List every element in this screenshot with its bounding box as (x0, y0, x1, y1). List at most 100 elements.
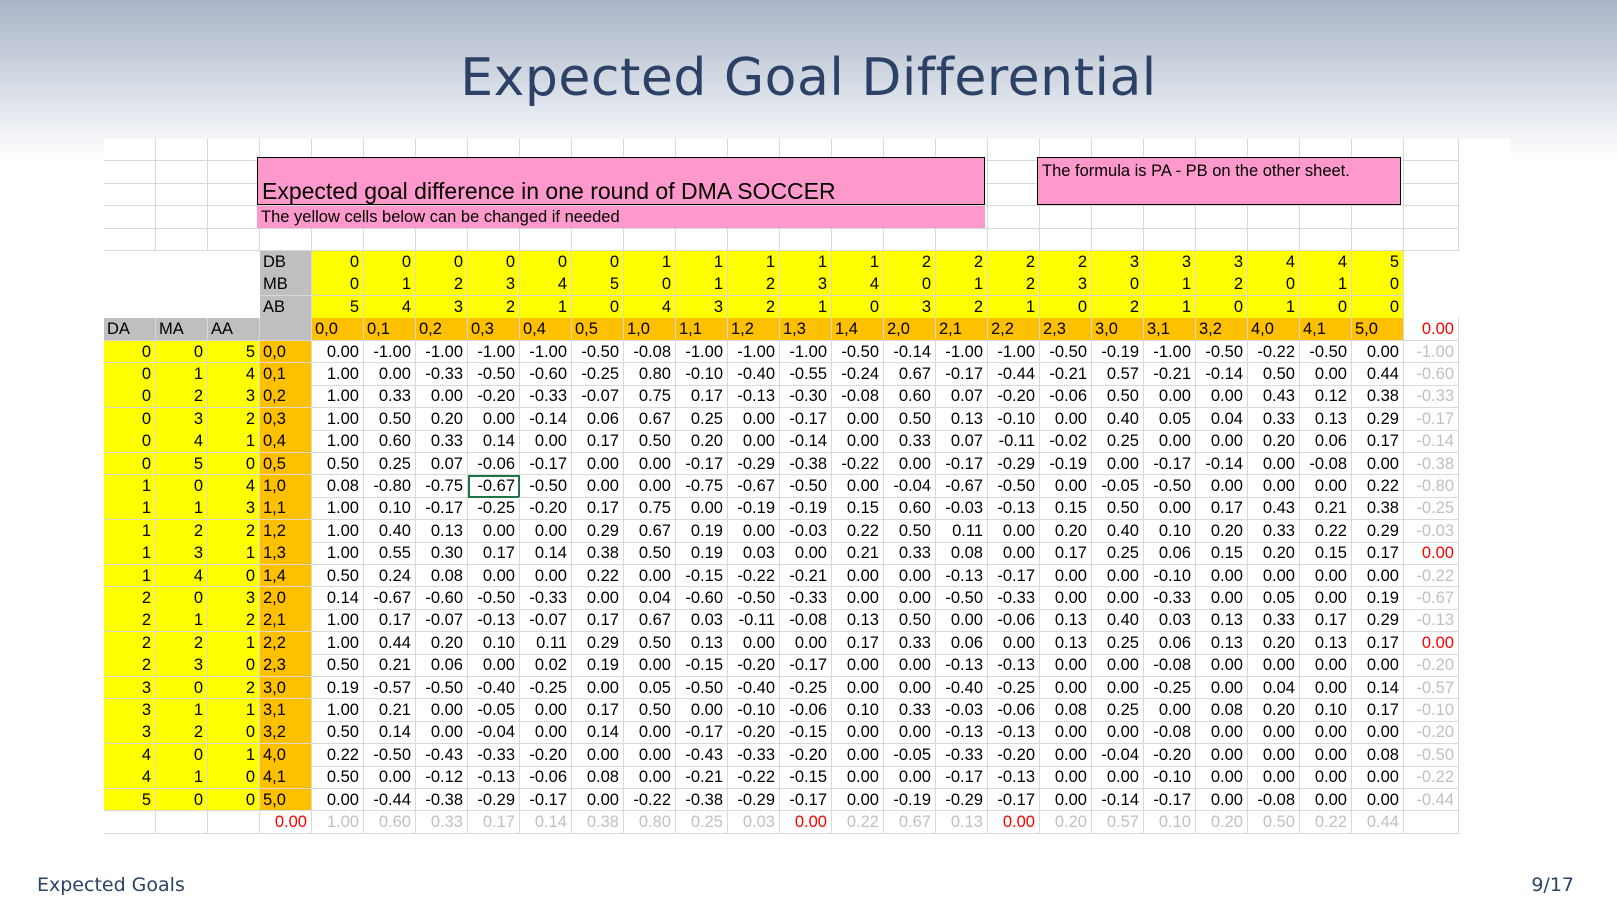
b-input-cell[interactable]: 5 (1352, 251, 1404, 274)
value-cell[interactable]: 0.06 (572, 407, 624, 431)
empty-cell[interactable] (1404, 228, 1459, 251)
a-input-cell[interactable]: 0 (104, 385, 156, 409)
value-cell[interactable]: -0.25 (520, 676, 572, 700)
value-cell[interactable]: -0.67 (468, 475, 520, 498)
b-input-cell[interactable]: 4 (364, 295, 416, 319)
value-cell[interactable]: 0.00 (572, 587, 624, 610)
empty-cell[interactable] (156, 161, 208, 184)
value-cell[interactable]: 0.50 (312, 766, 364, 790)
empty-cell[interactable] (1040, 206, 1092, 229)
value-cell[interactable]: 0.00 (1040, 788, 1092, 812)
value-cell[interactable]: 0.00 (520, 564, 572, 588)
value-cell[interactable]: -0.13 (936, 564, 988, 588)
a-input-cell[interactable]: 2 (208, 407, 260, 431)
a-input-cell[interactable]: 2 (104, 631, 156, 655)
value-cell[interactable]: 0.00 (832, 654, 884, 678)
value-cell[interactable]: -0.17 (520, 788, 572, 812)
value-cell[interactable]: 0.40 (1092, 407, 1144, 431)
value-cell[interactable]: 0.00 (1248, 452, 1300, 476)
value-cell[interactable]: 0.00 (936, 609, 988, 633)
a-input-cell[interactable]: 3 (156, 654, 208, 678)
value-cell[interactable]: 0.50 (1248, 363, 1300, 386)
value-cell[interactable]: 0.33 (1248, 609, 1300, 633)
value-cell[interactable]: 0.00 (676, 699, 728, 722)
value-cell[interactable]: 0.25 (1092, 699, 1144, 722)
value-cell[interactable]: 0.00 (884, 452, 936, 476)
b-input-cell[interactable]: 3 (780, 273, 832, 297)
value-cell[interactable]: 0.43 (1248, 385, 1300, 409)
value-cell[interactable]: -0.50 (832, 340, 884, 364)
value-cell[interactable]: 0.80 (624, 363, 676, 386)
empty-cell[interactable] (572, 228, 624, 251)
value-cell[interactable]: -0.25 (1144, 676, 1196, 700)
empty-cell[interactable] (104, 811, 156, 834)
empty-cell[interactable] (208, 206, 260, 229)
value-cell[interactable]: 0.00 (1300, 676, 1352, 700)
value-cell[interactable]: 0.00 (364, 766, 416, 790)
empty-cell[interactable] (1404, 183, 1459, 207)
value-cell[interactable]: -1.00 (676, 340, 728, 364)
value-cell[interactable]: 0.00 (1352, 452, 1404, 476)
empty-cell[interactable] (208, 228, 260, 251)
value-cell[interactable]: -0.13 (468, 766, 520, 790)
value-cell[interactable]: -0.13 (988, 497, 1040, 521)
empty-cell[interactable] (1404, 811, 1459, 834)
value-cell[interactable]: -0.50 (572, 340, 624, 364)
value-cell[interactable]: 0.00 (1092, 721, 1144, 745)
b-input-cell[interactable]: 2 (988, 251, 1040, 274)
value-cell[interactable]: -0.50 (728, 587, 780, 610)
empty-cell[interactable] (1092, 206, 1144, 229)
value-cell[interactable]: 0.38 (1352, 497, 1404, 521)
a-input-cell[interactable]: 0 (104, 452, 156, 476)
a-input-cell[interactable]: 1 (104, 475, 156, 498)
value-cell[interactable]: 0.07 (936, 430, 988, 454)
b-input-cell[interactable]: 3 (416, 295, 468, 319)
value-cell[interactable]: -0.20 (988, 385, 1040, 409)
value-cell[interactable]: -0.07 (416, 609, 468, 633)
value-cell[interactable]: 0.00 (1196, 654, 1248, 678)
empty-cell[interactable] (1196, 206, 1248, 229)
value-cell[interactable]: 0.00 (832, 564, 884, 588)
value-cell[interactable]: -0.33 (1144, 587, 1196, 610)
value-cell[interactable]: 0.00 (832, 721, 884, 745)
value-cell[interactable]: 0.05 (1144, 407, 1196, 431)
value-cell[interactable]: -0.20 (780, 743, 832, 767)
value-cell[interactable]: 0.17 (1352, 699, 1404, 722)
a-input-cell[interactable]: 3 (156, 542, 208, 566)
a-input-cell[interactable]: 4 (156, 564, 208, 588)
empty-cell[interactable] (1040, 228, 1092, 251)
a-input-cell[interactable]: 1 (156, 766, 208, 790)
value-cell[interactable]: -0.04 (1092, 743, 1144, 767)
value-cell[interactable]: 0.00 (1196, 587, 1248, 610)
b-input-cell[interactable]: 1 (1144, 273, 1196, 297)
value-cell[interactable]: 0.00 (1300, 743, 1352, 767)
b-input-cell[interactable]: 2 (1196, 273, 1248, 297)
value-cell[interactable]: -0.50 (936, 587, 988, 610)
value-cell[interactable]: -0.08 (780, 609, 832, 633)
value-cell[interactable]: 0.05 (624, 676, 676, 700)
empty-cell[interactable] (156, 228, 208, 251)
value-cell[interactable]: 0.17 (1196, 497, 1248, 521)
value-cell[interactable]: -0.50 (468, 587, 520, 610)
a-input-cell[interactable]: 2 (156, 519, 208, 543)
value-cell[interactable]: 0.00 (520, 699, 572, 722)
value-cell[interactable]: 0.00 (312, 340, 364, 364)
value-cell[interactable]: -0.22 (728, 766, 780, 790)
value-cell[interactable]: 1.00 (312, 363, 364, 386)
value-cell[interactable]: -0.17 (676, 452, 728, 476)
value-cell[interactable]: 0.00 (1300, 766, 1352, 790)
b-input-cell[interactable]: 0 (312, 273, 364, 297)
value-cell[interactable]: -1.00 (728, 340, 780, 364)
empty-cell[interactable] (1352, 183, 1404, 207)
value-cell[interactable]: 0.19 (572, 654, 624, 678)
value-cell[interactable]: 0.04 (1248, 676, 1300, 700)
empty-cell[interactable] (1352, 206, 1404, 229)
value-cell[interactable]: -0.07 (572, 385, 624, 409)
value-cell[interactable]: -0.29 (936, 788, 988, 812)
value-cell[interactable]: -0.67 (728, 475, 780, 498)
value-cell[interactable]: -0.33 (520, 385, 572, 409)
value-cell[interactable]: 0.00 (1196, 743, 1248, 767)
value-cell[interactable]: 0.00 (624, 475, 676, 498)
empty-cell[interactable] (1352, 228, 1404, 251)
a-input-cell[interactable]: 1 (104, 542, 156, 566)
